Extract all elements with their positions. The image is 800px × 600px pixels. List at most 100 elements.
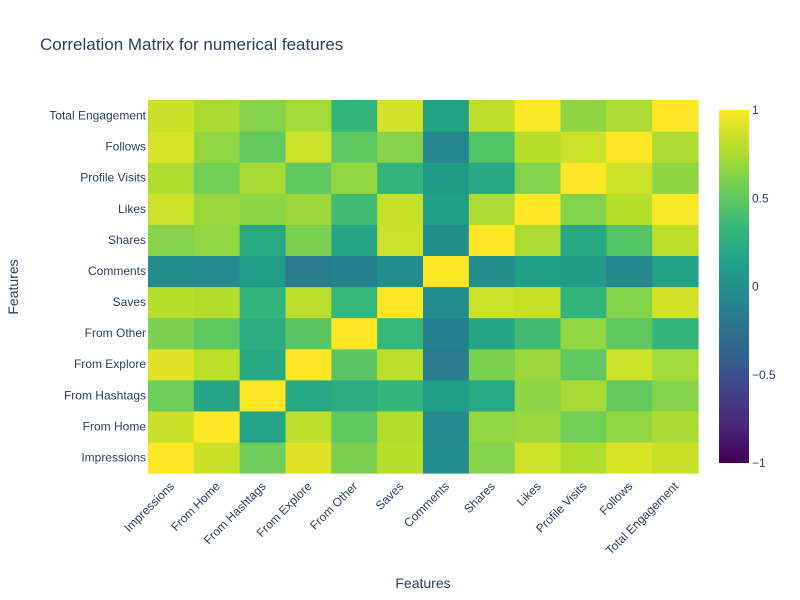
heatmap-cell-5-5 bbox=[377, 286, 424, 319]
heatmap-cell-9-4 bbox=[331, 162, 378, 194]
heatmap-cell-5-0 bbox=[148, 286, 195, 319]
heatmap-cell-1-9 bbox=[560, 410, 607, 443]
heatmap-cell-11-1 bbox=[193, 100, 241, 132]
heatmap-cell-0-1 bbox=[193, 441, 241, 474]
heatmap-cell-10-8 bbox=[514, 131, 562, 163]
heatmap-cell-11-0 bbox=[148, 100, 195, 132]
heatmap-cell-1-0 bbox=[148, 410, 195, 443]
y-tick-label: Comments bbox=[88, 264, 146, 278]
heatmap-cell-9-7 bbox=[468, 162, 516, 194]
heatmap-cell-6-0 bbox=[148, 255, 195, 288]
chart-title: Correlation Matrix for numerical feature… bbox=[40, 35, 343, 54]
heatmap-cell-6-10 bbox=[606, 255, 653, 288]
heatmap-cell-0-10 bbox=[606, 441, 653, 474]
heatmap-cell-1-10 bbox=[606, 410, 653, 443]
heatmap-cell-2-8 bbox=[514, 379, 562, 412]
heatmap-cell-4-8 bbox=[514, 317, 562, 350]
heatmap-cell-2-6 bbox=[423, 379, 470, 412]
heatmap-cell-3-9 bbox=[560, 348, 607, 381]
heatmap-cell-11-5 bbox=[377, 100, 424, 132]
heatmap-cell-11-8 bbox=[514, 100, 562, 132]
heatmap-cell-8-1 bbox=[193, 193, 241, 225]
x-axis-title: Features bbox=[395, 575, 450, 591]
heatmap-cell-2-11 bbox=[652, 379, 699, 412]
heatmap-cell-6-1 bbox=[193, 255, 241, 288]
heatmap-cell-11-10 bbox=[606, 100, 653, 132]
heatmap-cell-6-9 bbox=[560, 255, 607, 288]
heatmap-cell-3-2 bbox=[239, 348, 287, 381]
heatmap-cell-8-6 bbox=[423, 193, 470, 225]
heatmap-cell-11-7 bbox=[468, 100, 516, 132]
heatmap-cell-6-5 bbox=[377, 255, 424, 288]
heatmap-cell-2-4 bbox=[331, 379, 378, 412]
heatmap-cell-5-1 bbox=[193, 286, 241, 319]
heatmap-cell-9-6 bbox=[423, 162, 470, 194]
heatmap-cell-11-6 bbox=[423, 100, 470, 132]
heatmap-cell-1-11 bbox=[652, 410, 699, 443]
heatmap-cell-4-2 bbox=[239, 317, 287, 350]
heatmap-cell-1-5 bbox=[377, 410, 424, 443]
heatmap-cell-7-7 bbox=[468, 224, 516, 257]
y-tick-label: Shares bbox=[108, 233, 146, 247]
y-tick-label: From Hashtags bbox=[64, 388, 146, 402]
heatmap-cell-3-0 bbox=[148, 348, 195, 381]
colorbar-tick-label: −1 bbox=[752, 456, 766, 470]
heatmap-cell-7-6 bbox=[423, 224, 470, 257]
heatmap-cell-10-10 bbox=[606, 131, 653, 163]
heatmap-cell-7-1 bbox=[193, 224, 241, 257]
heatmap-cell-5-7 bbox=[468, 286, 516, 319]
heatmap-cell-4-7 bbox=[468, 317, 516, 350]
heatmap-cell-1-2 bbox=[239, 410, 287, 443]
colorbar-tick-label: 0.5 bbox=[752, 191, 769, 205]
heatmap-cell-0-2 bbox=[239, 441, 287, 474]
heatmap-cell-9-1 bbox=[193, 162, 241, 194]
heatmap-cell-4-0 bbox=[148, 317, 195, 350]
heatmap-cell-3-5 bbox=[377, 348, 424, 381]
heatmap-cell-0-9 bbox=[560, 441, 607, 474]
heatmap-cell-5-11 bbox=[652, 286, 699, 319]
heatmap-cell-1-7 bbox=[468, 410, 516, 443]
heatmap-cell-8-0 bbox=[148, 193, 195, 225]
heatmap-cell-3-3 bbox=[285, 348, 332, 381]
heatmap-cell-8-7 bbox=[468, 193, 516, 225]
heatmap-cell-2-2 bbox=[239, 379, 287, 412]
heatmap-cell-5-4 bbox=[331, 286, 378, 319]
heatmap-cell-9-3 bbox=[285, 162, 332, 194]
heatmap-cell-10-0 bbox=[148, 131, 195, 163]
heatmap-cell-9-0 bbox=[148, 162, 195, 194]
y-tick-label: Total Engagement bbox=[49, 109, 146, 123]
heatmap-cell-0-7 bbox=[468, 441, 516, 474]
heatmap-cell-4-6 bbox=[423, 317, 470, 350]
y-tick-label: Profile Visits bbox=[80, 171, 146, 185]
heatmap-cell-6-2 bbox=[239, 255, 287, 288]
heatmap-cell-7-2 bbox=[239, 224, 287, 257]
heatmap-cell-11-9 bbox=[560, 100, 607, 132]
heatmap-cell-0-8 bbox=[514, 441, 562, 474]
heatmap-cell-6-3 bbox=[285, 255, 332, 288]
colorbar bbox=[719, 110, 749, 463]
colorbar-tick-label: −0.5 bbox=[752, 368, 776, 382]
heatmap-cell-4-11 bbox=[652, 317, 699, 350]
y-tick-label: Impressions bbox=[81, 450, 146, 464]
heatmap-cell-0-11 bbox=[652, 441, 699, 474]
heatmap-cell-10-4 bbox=[331, 131, 378, 163]
heatmap-cell-8-4 bbox=[331, 193, 378, 225]
heatmap-cell-10-6 bbox=[423, 131, 470, 163]
y-tick-label: Likes bbox=[118, 202, 146, 216]
heatmap-cell-11-3 bbox=[285, 100, 332, 132]
heatmap-cell-7-5 bbox=[377, 224, 424, 257]
heatmap-cell-6-8 bbox=[514, 255, 562, 288]
heatmap-cell-3-11 bbox=[652, 348, 699, 381]
heatmap-cell-9-11 bbox=[652, 162, 699, 194]
heatmap-cell-11-2 bbox=[239, 100, 287, 132]
heatmap-cell-0-5 bbox=[377, 441, 424, 474]
y-tick-label: Saves bbox=[113, 295, 146, 309]
colorbar-tick-label: 1 bbox=[752, 103, 759, 117]
heatmap-cell-0-0 bbox=[148, 441, 195, 474]
heatmap-cell-4-9 bbox=[560, 317, 607, 350]
heatmap-cell-9-8 bbox=[514, 162, 562, 194]
heatmap-cell-4-3 bbox=[285, 317, 332, 350]
heatmap-cell-7-10 bbox=[606, 224, 653, 257]
heatmap-cell-3-1 bbox=[193, 348, 241, 381]
heatmap-cell-9-2 bbox=[239, 162, 287, 194]
